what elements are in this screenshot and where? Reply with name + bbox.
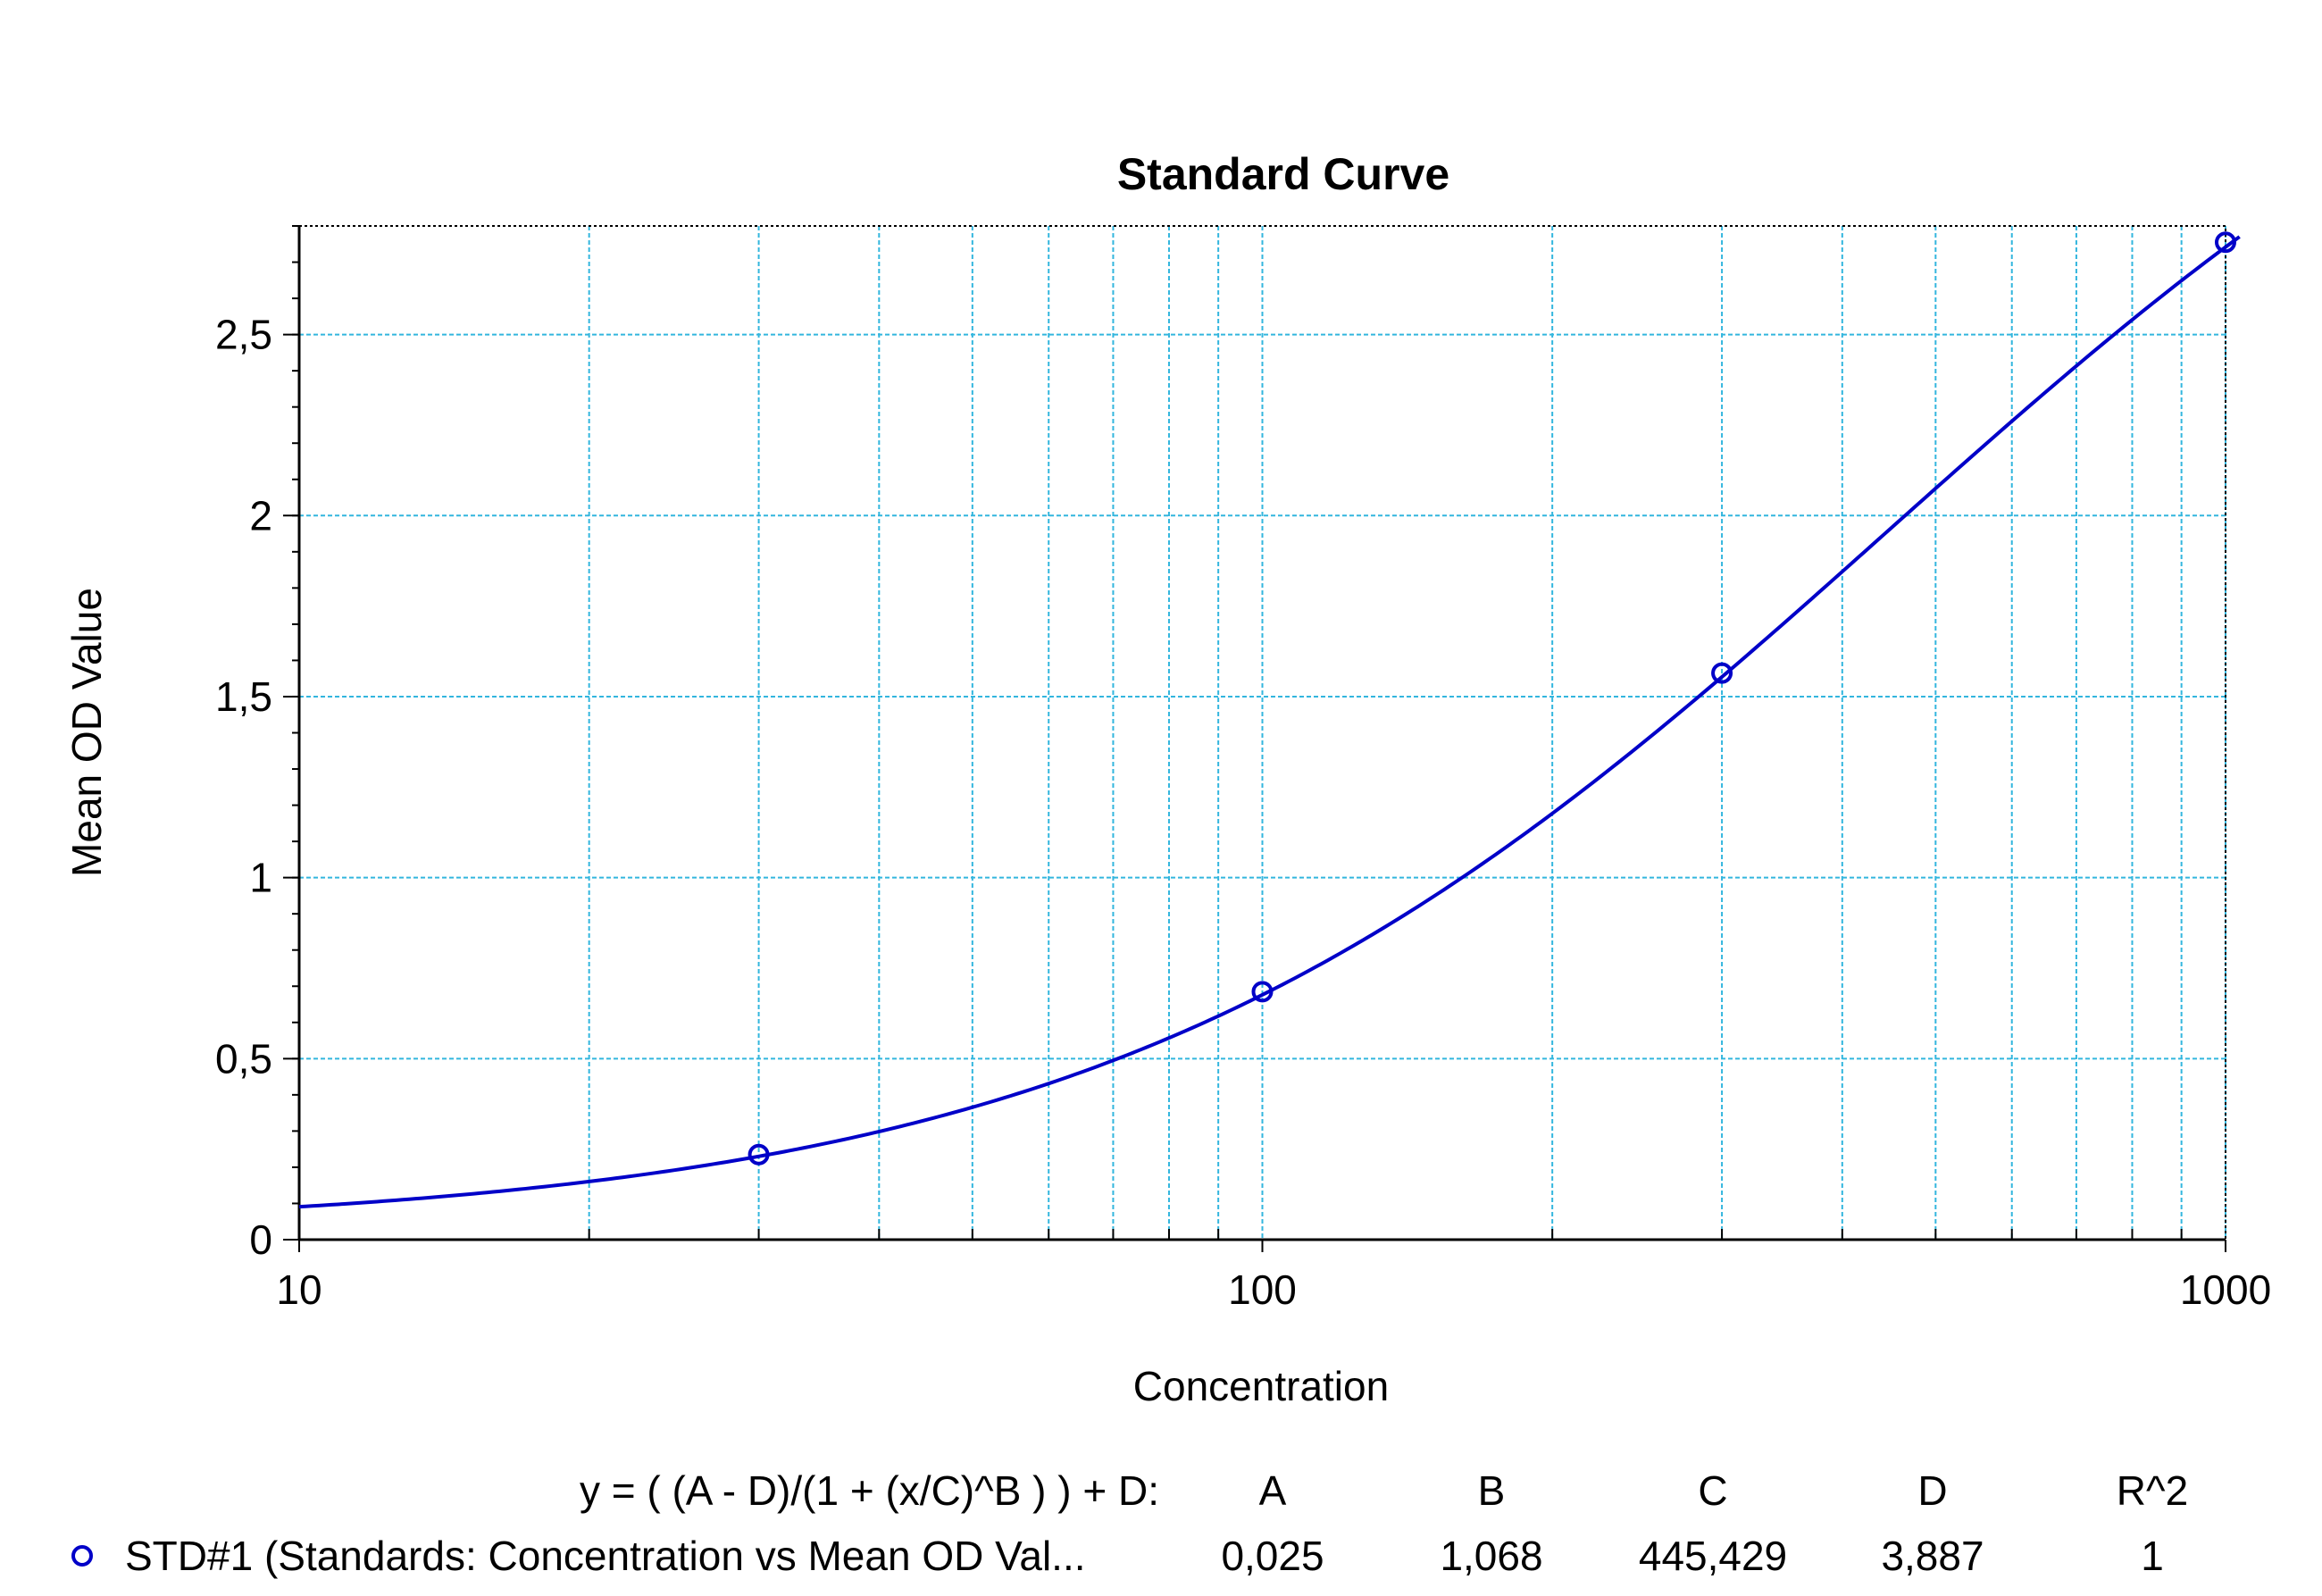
y-tick-label: 0,5 xyxy=(215,1035,272,1082)
x-tick-label: 1000 xyxy=(2180,1266,2271,1313)
data-point xyxy=(748,1143,770,1166)
grid xyxy=(298,226,2226,1241)
data-point xyxy=(2215,231,2236,254)
chart-title: Standard Curve xyxy=(1117,149,1449,199)
tick-labels: 10 100 1000 0 0,5 1 1,5 2 2,5 xyxy=(215,312,2271,1313)
x-tick-label: 10 xyxy=(276,1266,322,1313)
legend-value: 445,429 xyxy=(1639,1533,1787,1579)
fit-equation: y = ( (A - D)/(1 + (x/C)^B ) ) + D: xyxy=(580,1467,1159,1514)
axes xyxy=(283,225,2226,1252)
legend-header: D xyxy=(1917,1467,1947,1514)
legend-values: 0,025 1,068 445,429 3,887 1 xyxy=(1221,1533,2163,1579)
data-point xyxy=(1251,981,1274,1003)
y-tick-label: 1 xyxy=(249,855,272,901)
x-axis-label: Concentration xyxy=(1133,1363,1389,1409)
legend-series-label: STD#1 (Standards: Concentration vs Mean … xyxy=(125,1533,1086,1579)
legend-header: A xyxy=(1259,1467,1287,1514)
legend-marker xyxy=(71,1545,93,1567)
legend-headers: A B C D R^2 xyxy=(1259,1467,2189,1514)
data-point xyxy=(1711,662,1733,684)
y-tick-label: 2,5 xyxy=(215,312,272,358)
legend-value: 3,887 xyxy=(1881,1533,1984,1579)
legend: y = ( (A - D)/(1 + (x/C)^B ) ) + D: A B C D… xyxy=(71,1467,2189,1579)
fit-curve xyxy=(298,235,2241,1209)
legend-header: R^2 xyxy=(2117,1467,2188,1514)
data-points xyxy=(748,231,2236,1166)
fit-curve-layer xyxy=(298,235,2241,1209)
x-tick-label: 100 xyxy=(1228,1266,1297,1313)
legend-header: B xyxy=(1478,1467,1506,1514)
legend-header: C xyxy=(1698,1467,1727,1514)
y-tick-label: 1,5 xyxy=(215,673,272,720)
y-axis-label: Mean OD Value xyxy=(63,588,110,877)
legend-value: 1 xyxy=(2141,1533,2164,1579)
legend-value: 0,025 xyxy=(1221,1533,1324,1579)
legend-value: 1,068 xyxy=(1440,1533,1542,1579)
y-tick-label: 2 xyxy=(249,492,272,539)
y-tick-label: 0 xyxy=(249,1216,272,1263)
